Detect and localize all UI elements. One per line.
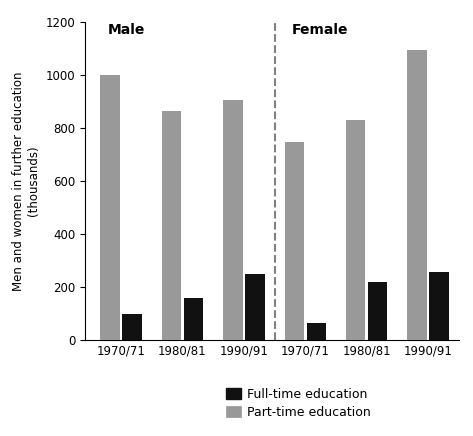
Bar [184, 298, 203, 340]
Bar [285, 143, 304, 340]
Text: Female: Female [292, 23, 348, 37]
Bar [307, 323, 326, 340]
Bar [245, 274, 264, 340]
Bar [162, 111, 181, 340]
Bar [100, 75, 120, 340]
Bar [122, 313, 142, 340]
Text: Male: Male [107, 23, 145, 37]
Bar [368, 282, 387, 340]
Bar [223, 100, 243, 340]
Bar [346, 120, 365, 340]
Bar [407, 50, 427, 340]
Legend: Full-time education, Part-time education: Full-time education, Part-time education [226, 388, 371, 419]
Y-axis label: Men and women in further education
(thousands): Men and women in further education (thou… [12, 71, 40, 291]
Bar [429, 272, 449, 340]
